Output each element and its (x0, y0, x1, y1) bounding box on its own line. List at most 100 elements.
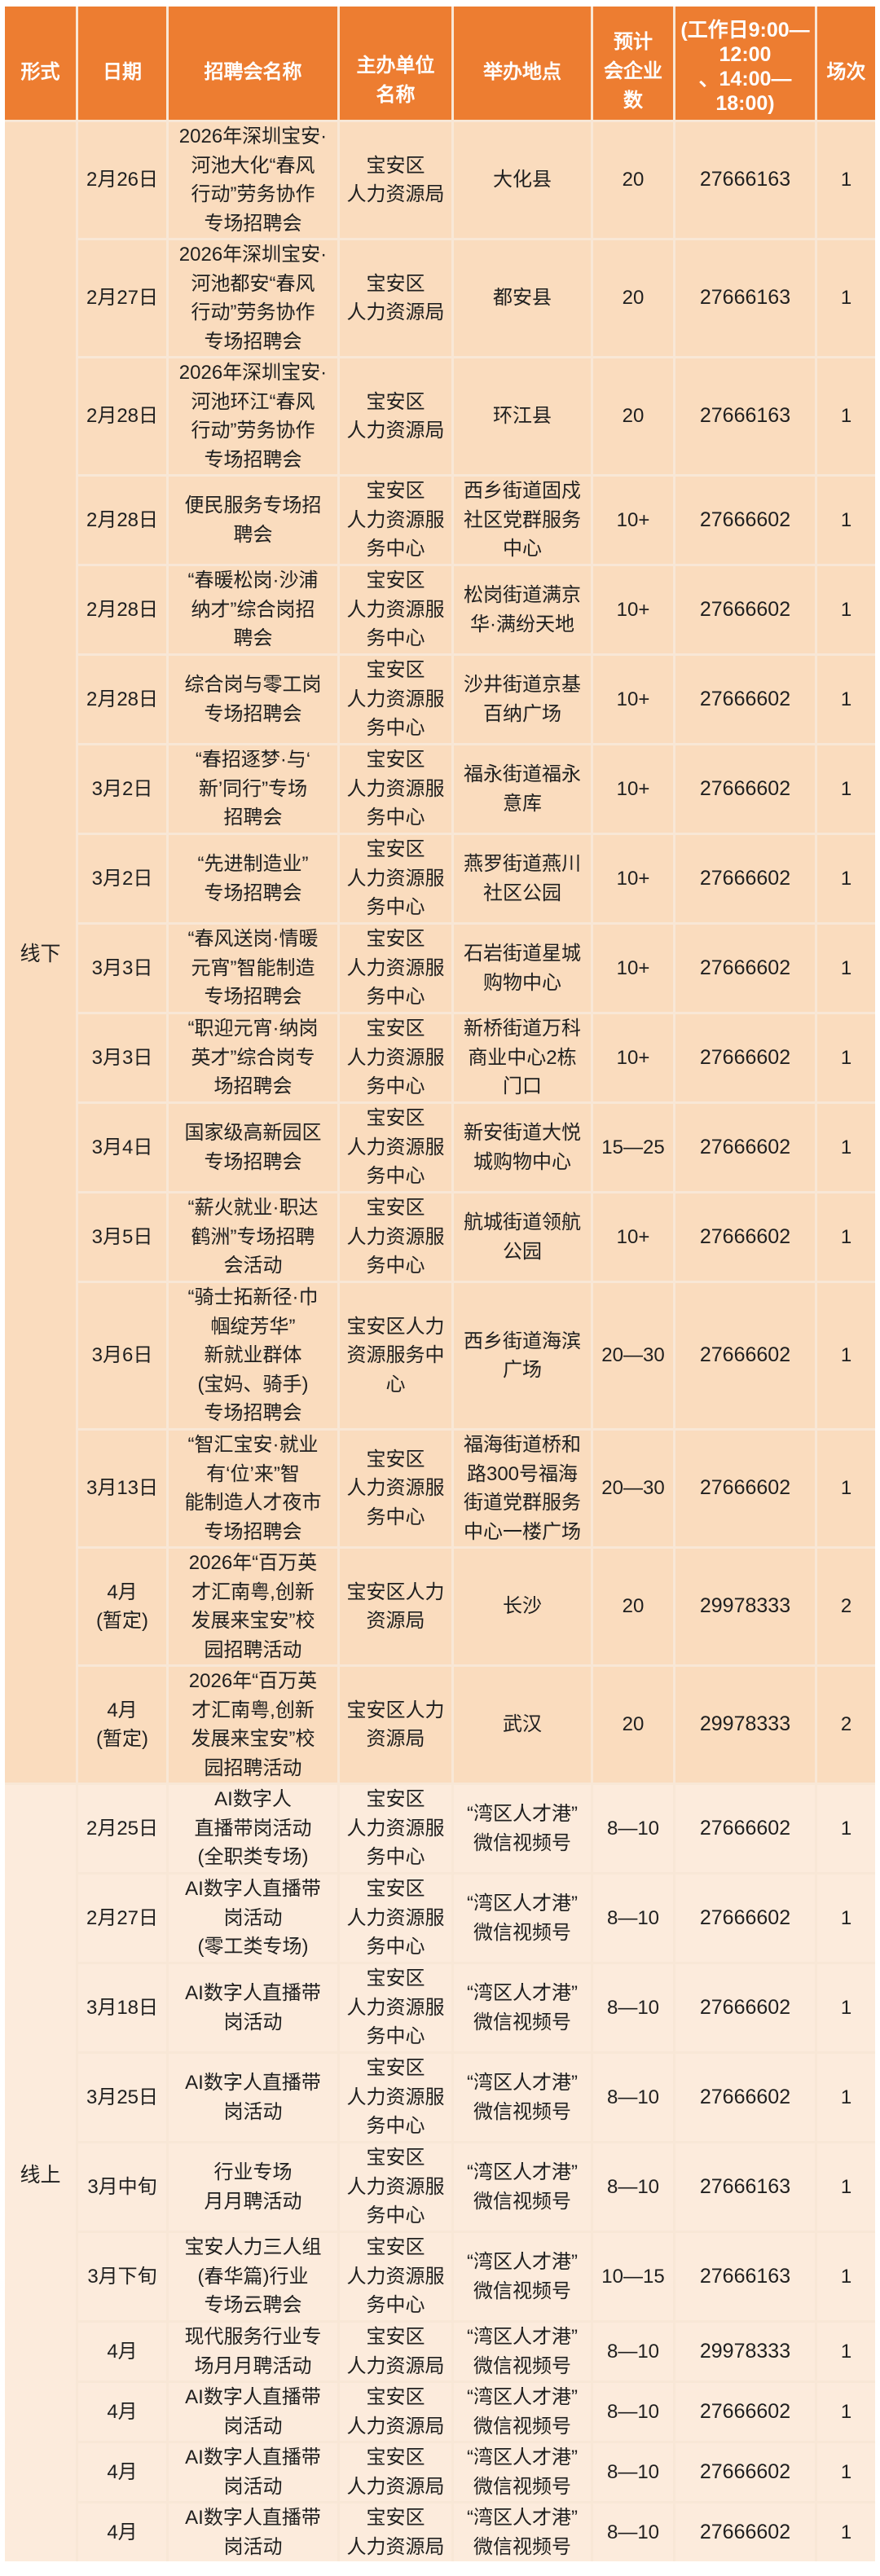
organizer-cell: 宝安区人力 资源服务中 心 (340, 1283, 451, 1428)
section-offline: 线下 2月26日 2026年深圳宝安· 河池大化“春风 行动”劳务协作 专场招聘会宝… (5, 122, 875, 1783)
date-cell: 3月5日 (78, 1193, 166, 1281)
phone-cell: 27666602 (675, 2443, 815, 2501)
phone-cell: 27666602 (675, 1964, 815, 2051)
date-cell: 4月 (暂定) (78, 1667, 166, 1783)
company-count-cell: 20 (593, 358, 673, 474)
location-cell: “湾区人才港” 微信视频号 (454, 2143, 591, 2231)
organizer-cell: 宝安区 人力资源局 (340, 2323, 451, 2380)
sessions-cell: 1 (817, 1431, 875, 1546)
date-cell: 3月3日 (78, 1014, 166, 1101)
location-cell: 松岗街道满京 华·满纷天地 (454, 566, 591, 653)
sessions-cell: 1 (817, 122, 875, 238)
sessions-cell: 1 (817, 1104, 875, 1191)
phone-cell: 27666602 (675, 745, 815, 833)
phone-cell: 27666163 (675, 358, 815, 474)
location-cell: “湾区人才港” 微信视频号 (454, 2383, 591, 2441)
location-cell: 航城街道领航 公园 (454, 1193, 591, 1281)
header-event-name: 招聘会名称 (169, 7, 337, 120)
phone-cell: 27666602 (675, 477, 815, 564)
date-cell: 2月25日 (78, 1785, 166, 1872)
event-name-cell: “智汇宝安·就业 有‘位’来”智 能制造人才夜市 专场招聘会 (169, 1431, 337, 1546)
table-row: 3月中旬 行业专场 月月聘活动 宝安区 人力资源服 务中心 “湾区人才港” 微信视频号… (78, 2143, 875, 2231)
organizer-cell: 宝安区人力 资源局 (340, 1667, 451, 1783)
date-cell: 3月6日 (78, 1283, 166, 1428)
sessions-cell: 1 (817, 656, 875, 743)
company-count-cell: 10+ (593, 1014, 673, 1101)
organizer-cell: 宝安区 人力资源局 (340, 358, 451, 474)
table-row: 2月27日 AI数字人直播带 岗活动 (零工类专场) 宝安区 人力资源服 务中心 “湾… (78, 1875, 875, 1962)
phone-cell: 27666163 (675, 122, 815, 238)
table-row: 3月18日 AI数字人直播带 岗活动 宝安区 人力资源服 务中心 “湾区人才港” 微信… (78, 1964, 875, 2051)
date-cell: 3月2日 (78, 745, 166, 833)
phone-cell: 27666602 (675, 566, 815, 653)
event-name-cell: AI数字人直播带 岗活动 (169, 2054, 337, 2141)
company-count-cell: 10+ (593, 925, 673, 1012)
company-count-cell: 8—10 (593, 2383, 673, 2441)
table-row: 2月28日 “春暖松岗·沙浦 纳才”综合岗招 聘会 宝安区 人力资源服 务中心 松岗街… (78, 566, 875, 653)
company-count-cell: 10+ (593, 1193, 673, 1281)
sessions-cell: 1 (817, 358, 875, 474)
event-name-cell: “先进制造业” 专场招聘会 (169, 835, 337, 922)
location-cell: 都安县 (454, 240, 591, 356)
date-cell: 2月28日 (78, 566, 166, 653)
organizer-cell: 宝安区 人力资源局 (340, 2443, 451, 2501)
event-name-cell: 综合岗与零工岗 专场招聘会 (169, 656, 337, 743)
sessions-cell: 1 (817, 566, 875, 653)
header-phone-hours: (工作日9:00—12:00 、14:00—18:00) (675, 7, 815, 120)
table-row: 3月6日 “骑士拓新径·巾 帼绽芳华” 新就业群体 (宝妈、骑手) 专场招聘会 宝安… (78, 1283, 875, 1428)
event-name-cell: “薪火就业·职达 鹤洲”专场招聘 会活动 (169, 1193, 337, 1281)
table-row: 2月28日 2026年深圳宝安· 河池环江“春风 行动”劳务协作 专场招聘会 宝安区… (78, 358, 875, 474)
event-name-cell: “职迎元宵·纳岗 英才”综合岗专 场招聘会 (169, 1014, 337, 1101)
sessions-cell: 1 (817, 1283, 875, 1428)
event-name-cell: “春风送岗·情暖 元宵”智能制造 专场招聘会 (169, 925, 337, 1012)
event-name-cell: 2026年“百万英 才汇南粤,创新 发展来宝安”校 园招聘活动 (169, 1549, 337, 1664)
organizer-cell: 宝安区 人力资源服 务中心 (340, 835, 451, 922)
organizer-cell: 宝安区 人力资源服 务中心 (340, 477, 451, 564)
sessions-cell: 1 (817, 1785, 875, 1872)
phone-cell: 27666602 (675, 835, 815, 922)
sessions-cell: 1 (817, 2233, 875, 2320)
company-count-cell: 8—10 (593, 1875, 673, 1962)
page: { "colors": { "header_bg": "#ED7D31", "h… (0, 7, 880, 2576)
table-row: 4月 AI数字人直播带 岗活动 宝安区 人力资源局 “湾区人才港” 微信视频号 8—10… (78, 2383, 875, 2441)
phone-cell: 27666163 (675, 2233, 815, 2320)
company-count-cell: 8—10 (593, 1785, 673, 1872)
table-row: 4月 AI数字人直播带 岗活动 宝安区 人力资源局 “湾区人才港” 微信视频号 8—10… (78, 2443, 875, 2501)
location-cell: 石岩街道星城 购物中心 (454, 925, 591, 1012)
phone-cell: 27666163 (675, 2143, 815, 2231)
location-cell: “湾区人才港” 微信视频号 (454, 1964, 591, 2051)
event-name-cell: 2026年“百万英 才汇南粤,创新 发展来宝安”校 园招聘活动 (169, 1667, 337, 1783)
date-cell: 4月 (暂定) (78, 1549, 166, 1664)
phone-cell: 27666602 (675, 1014, 815, 1101)
company-count-cell: 20 (593, 122, 673, 238)
job-fair-table: 形式 日期 招聘会名称 主办单位 名称 举办地点 预计 会企业 数 (工作日9:… (5, 7, 875, 2561)
sessions-cell: 1 (817, 1014, 875, 1101)
company-count-cell: 10+ (593, 745, 673, 833)
header-form: 形式 (5, 7, 76, 120)
organizer-cell: 宝安区 人力资源服 务中心 (340, 2233, 451, 2320)
location-cell: 武汉 (454, 1667, 591, 1783)
organizer-cell: 宝安区 人力资源局 (340, 2383, 451, 2441)
date-cell: 3月中旬 (78, 2143, 166, 2231)
company-count-cell: 10+ (593, 656, 673, 743)
date-cell: 2月27日 (78, 240, 166, 356)
event-name-cell: AI数字人直播带 岗活动 (169, 2503, 337, 2561)
table-row: 3月4日 国家级高新园区 专场招聘会 宝安区 人力资源服 务中心 新安街道大悦 城购物… (78, 1104, 875, 1191)
date-cell: 4月 (78, 2383, 166, 2441)
event-name-cell: 国家级高新园区 专场招聘会 (169, 1104, 337, 1191)
sessions-cell: 1 (817, 2503, 875, 2561)
phone-cell: 29978333 (675, 1549, 815, 1664)
phone-cell: 29978333 (675, 2323, 815, 2380)
organizer-cell: 宝安区 人力资源服 务中心 (340, 1964, 451, 2051)
date-cell: 3月4日 (78, 1104, 166, 1191)
header-date: 日期 (78, 7, 166, 120)
table-row: 4月 AI数字人直播带 岗活动 宝安区 人力资源局 “湾区人才港” 微信视频号 8—10… (78, 2503, 875, 2561)
organizer-cell: 宝安区 人力资源服 务中心 (340, 925, 451, 1012)
location-cell: “湾区人才港” 微信视频号 (454, 2443, 591, 2501)
table-row: 3月2日 “先进制造业” 专场招聘会 宝安区 人力资源服 务中心 燕罗街道燕川 社区公… (78, 835, 875, 922)
event-name-cell: 2026年深圳宝安· 河池环江“春风 行动”劳务协作 专场招聘会 (169, 358, 337, 474)
date-cell: 4月 (78, 2443, 166, 2501)
organizer-cell: 宝安区 人力资源服 务中心 (340, 2054, 451, 2141)
sessions-cell: 2 (817, 1667, 875, 1783)
date-cell: 2月26日 (78, 122, 166, 238)
